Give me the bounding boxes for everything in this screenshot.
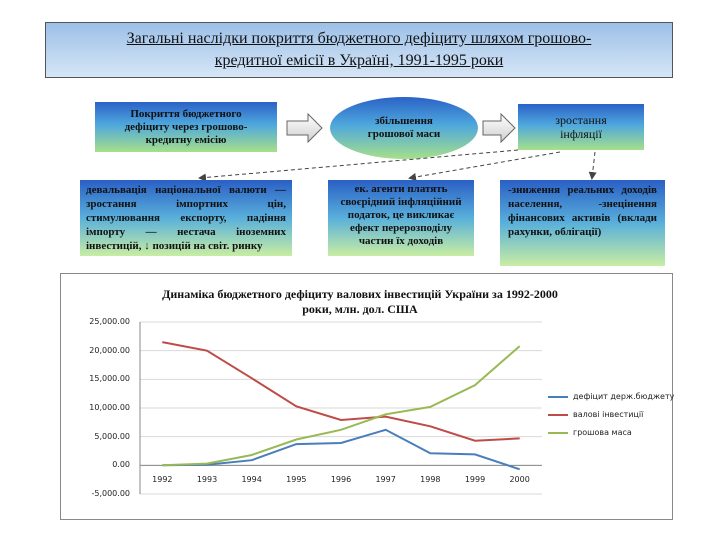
inflation-line-2: інфляції	[560, 127, 602, 141]
money-supply-line-1: збільшення	[375, 115, 433, 127]
x-tick-label: 1995	[286, 475, 307, 485]
emission-coverage-line-1: Покриття бюджетного	[130, 107, 242, 120]
legend-item-deficit: дефіцит держ.бюджету	[548, 392, 674, 401]
y-tick-label: 5,000.00	[94, 431, 130, 441]
right-arrow-icon	[482, 112, 516, 144]
inflation-tax-text: ек. агенти платять своєрідний інфляційни…	[340, 183, 462, 247]
series-line-money	[162, 345, 521, 467]
y-tick-label: 10,000.00	[89, 403, 130, 412]
legend-item-investment: валові інвестиції	[548, 410, 643, 419]
legend-swatch-money	[548, 431, 568, 434]
series-line-deficit	[162, 428, 521, 471]
chart-frame	[60, 273, 673, 520]
x-tick-label: 1998	[420, 475, 441, 485]
emission-coverage-box: Покриття бюджетного дефіциту через грошо…	[95, 102, 277, 152]
chart-title-line-1: Динаміка бюджетного дефіциту валових інв…	[162, 287, 558, 301]
money-supply-ellipse: збільшення грошової маси	[330, 97, 478, 159]
dashed-arrow-middle	[408, 151, 561, 181]
y-tick-label: 25,000.00	[89, 317, 130, 326]
flow-arrows	[198, 112, 597, 182]
inflation-tax-box: ек. агенти платять своєрідний інфляційни…	[328, 180, 474, 256]
devaluation-text: девальвація національної валюти — зроста…	[86, 184, 286, 252]
y-tick-label: 20,000.00	[89, 345, 130, 355]
income-decline-box: -зниження реальних доходів населення, -з…	[500, 180, 665, 266]
title-line-2: кредитної емісії в Україні, 1991-1995 ро…	[214, 52, 504, 69]
y-tick-label: 0.00	[112, 460, 130, 470]
x-tick-label: 1996	[330, 475, 352, 485]
dashed-arrow-right	[588, 151, 597, 180]
y-tick-label: 15,000.00	[89, 374, 130, 384]
emission-coverage-line-3: кредитну емісію	[145, 133, 227, 146]
x-tick-label: 1997	[375, 475, 396, 485]
legend-label-investment: валові інвестиції	[573, 410, 644, 419]
title-banner: Загальні наслідки покриття бюджетного де…	[45, 22, 673, 78]
x-tick-label: 1993	[196, 475, 218, 485]
dashed-arrow-left	[198, 149, 519, 182]
chart-title-line-2: роки, млн. дол. США	[302, 302, 418, 316]
right-arrow-icon	[286, 112, 323, 144]
emission-coverage-line-2: дефіциту через грошово-	[124, 120, 248, 133]
inflation-box: зростання інфляції	[518, 104, 644, 150]
income-decline-text: -зниження реальних доходів населення, -з…	[508, 184, 657, 238]
legend-label-deficit: дефіцит держ.бюджету	[573, 392, 675, 401]
x-tick-label: 1994	[241, 475, 262, 485]
title-line-1: Загальні наслідки покриття бюджетного де…	[126, 30, 592, 47]
x-tick-label: 1999	[464, 475, 486, 485]
x-tick-label: 2000	[509, 475, 530, 485]
devaluation-box: девальвація національної валюти — зроста…	[80, 180, 292, 256]
legend-label-money: грошова маса	[573, 428, 632, 437]
x-tick-label: 1992	[152, 475, 173, 485]
y-tick-label: -5,000.00	[91, 489, 130, 498]
series-line-investment	[162, 341, 520, 442]
money-supply-line-2: грошової маси	[367, 128, 441, 140]
legend-swatch-deficit	[548, 395, 568, 398]
inflation-line-1: зростання	[555, 113, 607, 127]
legend-item-money: грошова маса	[548, 428, 632, 437]
legend-swatch-investment	[548, 413, 568, 416]
